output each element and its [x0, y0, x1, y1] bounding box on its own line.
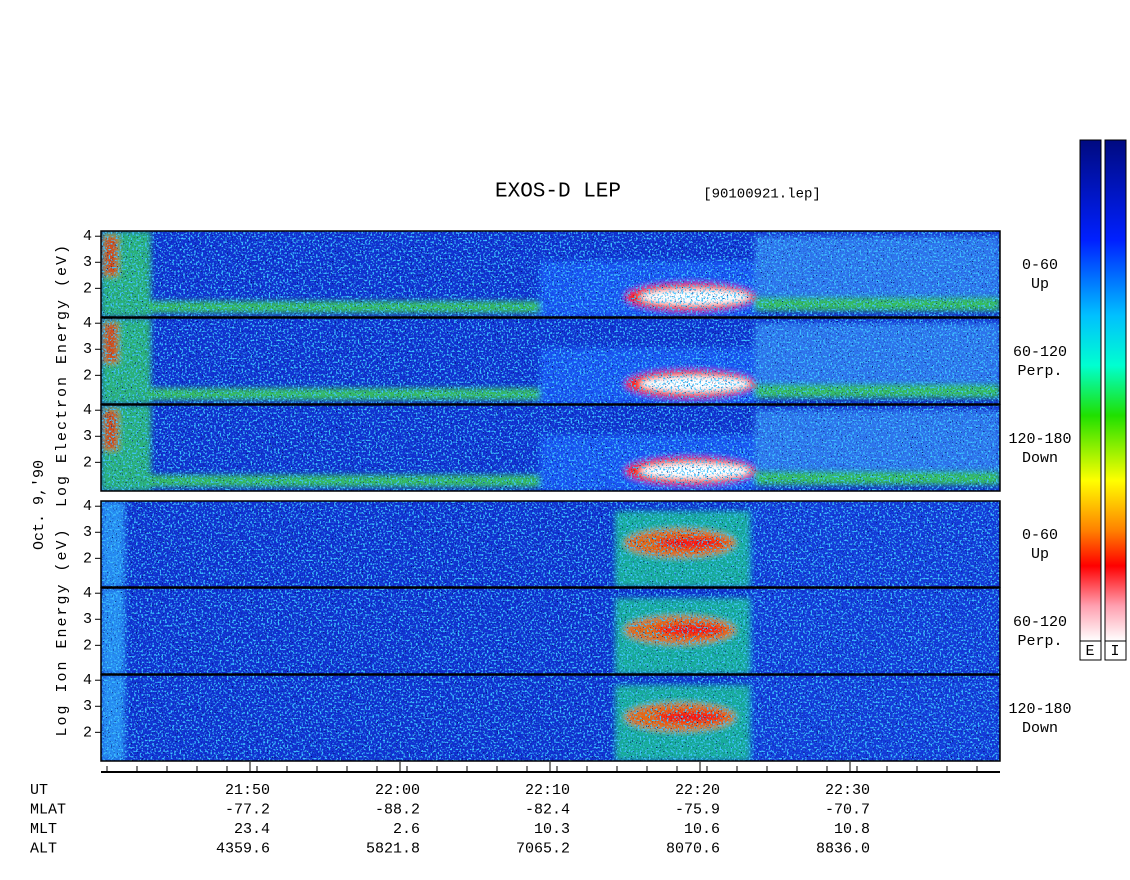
- spectrogram-panel: 2 3 4: [83, 498, 1001, 588]
- row-label: MLAT: [30, 801, 66, 818]
- panel-direction: Down: [1022, 450, 1058, 467]
- colorbar-box: [1079, 640, 1102, 661]
- colorbar-label: I: [1110, 643, 1119, 660]
- spectrogram: [101, 588, 1000, 674]
- colorbar-ion: [1104, 139, 1127, 642]
- speckle: [101, 405, 1000, 491]
- y-tick-label: 3: [83, 254, 92, 271]
- y-tick-label: 2: [83, 724, 92, 741]
- spectrogram-panel: 2 3 4: [83, 228, 1001, 318]
- panel-angle: 120-180: [1008, 431, 1071, 448]
- panel-frame: [100, 230, 1001, 318]
- time-value: 10.3: [534, 821, 570, 838]
- panel-direction: Up: [1031, 276, 1049, 293]
- spectrogram-panel: 2 3 4: [83, 402, 1001, 492]
- speckle: [101, 501, 1000, 587]
- y-tick-label: 3: [83, 698, 92, 715]
- time-value: 5821.8: [366, 840, 420, 857]
- panel-frame: [100, 674, 1001, 762]
- y-tick-label: 4: [83, 498, 92, 515]
- colorbars: E I: [1079, 139, 1127, 661]
- time-value: 10.6: [684, 821, 720, 838]
- time-value: 22:20: [675, 782, 720, 799]
- panel-frame: [100, 404, 1001, 492]
- y-tick-label: 4: [83, 672, 92, 689]
- time-value: -70.7: [825, 801, 870, 818]
- spectrogram: [101, 231, 1000, 317]
- y-tick-label: 3: [83, 611, 92, 628]
- spectrogram-panel: 2 3 4: [83, 585, 1001, 675]
- time-value: 21:50: [225, 782, 270, 799]
- speckle: [101, 588, 1000, 674]
- time-value: 22:10: [525, 782, 570, 799]
- row-label: ALT: [30, 840, 57, 857]
- time-value: 4359.6: [216, 840, 270, 857]
- panel-angle: 60-120: [1013, 614, 1067, 631]
- speckle: [101, 318, 1000, 404]
- y-tick-label: 4: [83, 402, 92, 419]
- time-value: -88.2: [375, 801, 420, 818]
- panel-angle: 0-60: [1022, 257, 1058, 274]
- time-value: 7065.2: [516, 840, 570, 857]
- y-tick-label: 4: [83, 315, 92, 332]
- time-value: 2.6: [393, 821, 420, 838]
- spectrogram: [101, 675, 1000, 761]
- y-tick-label: 3: [83, 341, 92, 358]
- panel-direction: Up: [1031, 546, 1049, 563]
- spectrogram-panel: 2 3 4: [83, 315, 1001, 405]
- ion-axis-label: Log Ion Energy (eV): [54, 527, 71, 736]
- spectrogram: [101, 405, 1000, 491]
- colorbar-electron: [1079, 139, 1102, 642]
- y-tick-label: 4: [83, 228, 92, 245]
- time-value: -75.9: [675, 801, 720, 818]
- time-value: 10.8: [834, 821, 870, 838]
- speckle: [101, 675, 1000, 761]
- time-value: 8070.6: [666, 840, 720, 857]
- row-label: MLT: [30, 821, 57, 838]
- y-tick-label: 2: [83, 454, 92, 471]
- electron-axis-label: Log Electron Energy (eV): [54, 243, 71, 507]
- panel-direction: Perp.: [1017, 363, 1062, 380]
- spectrogram: [101, 318, 1000, 404]
- y-tick-label: 2: [83, 367, 92, 384]
- panel-frame: [100, 317, 1001, 405]
- colorbar-label: E: [1085, 643, 1094, 660]
- y-tick-label: 3: [83, 524, 92, 541]
- y-tick-label: 2: [83, 637, 92, 654]
- time-value: 8836.0: [816, 840, 870, 857]
- spectrogram-panel: 2 3 4: [83, 672, 1001, 762]
- time-value: -77.2: [225, 801, 270, 818]
- title: EXOS-D LEP: [495, 181, 621, 204]
- speckle: [101, 231, 1000, 317]
- panel-direction: Down: [1022, 720, 1058, 737]
- panel-angle: 0-60: [1022, 527, 1058, 544]
- panel-frame: [100, 587, 1001, 675]
- date-label: Oct. 9,'90: [31, 460, 48, 550]
- y-tick-label: 2: [83, 280, 92, 297]
- row-label: UT: [30, 782, 48, 799]
- time-value: 22:30: [825, 782, 870, 799]
- time-value: 22:00: [375, 782, 420, 799]
- time-value: 23.4: [234, 821, 270, 838]
- panel-angle: 60-120: [1013, 344, 1067, 361]
- y-tick-label: 3: [83, 428, 92, 445]
- file-name: [90100921.lep]: [703, 187, 821, 203]
- panel-direction: Perp.: [1017, 633, 1062, 650]
- y-tick-label: 2: [83, 550, 92, 567]
- time-value: -82.4: [525, 801, 570, 818]
- colorbar-box: [1104, 640, 1127, 661]
- y-tick-label: 4: [83, 585, 92, 602]
- spectrogram: [101, 501, 1000, 587]
- panel-frame: [100, 500, 1001, 588]
- panel-angle: 120-180: [1008, 701, 1071, 718]
